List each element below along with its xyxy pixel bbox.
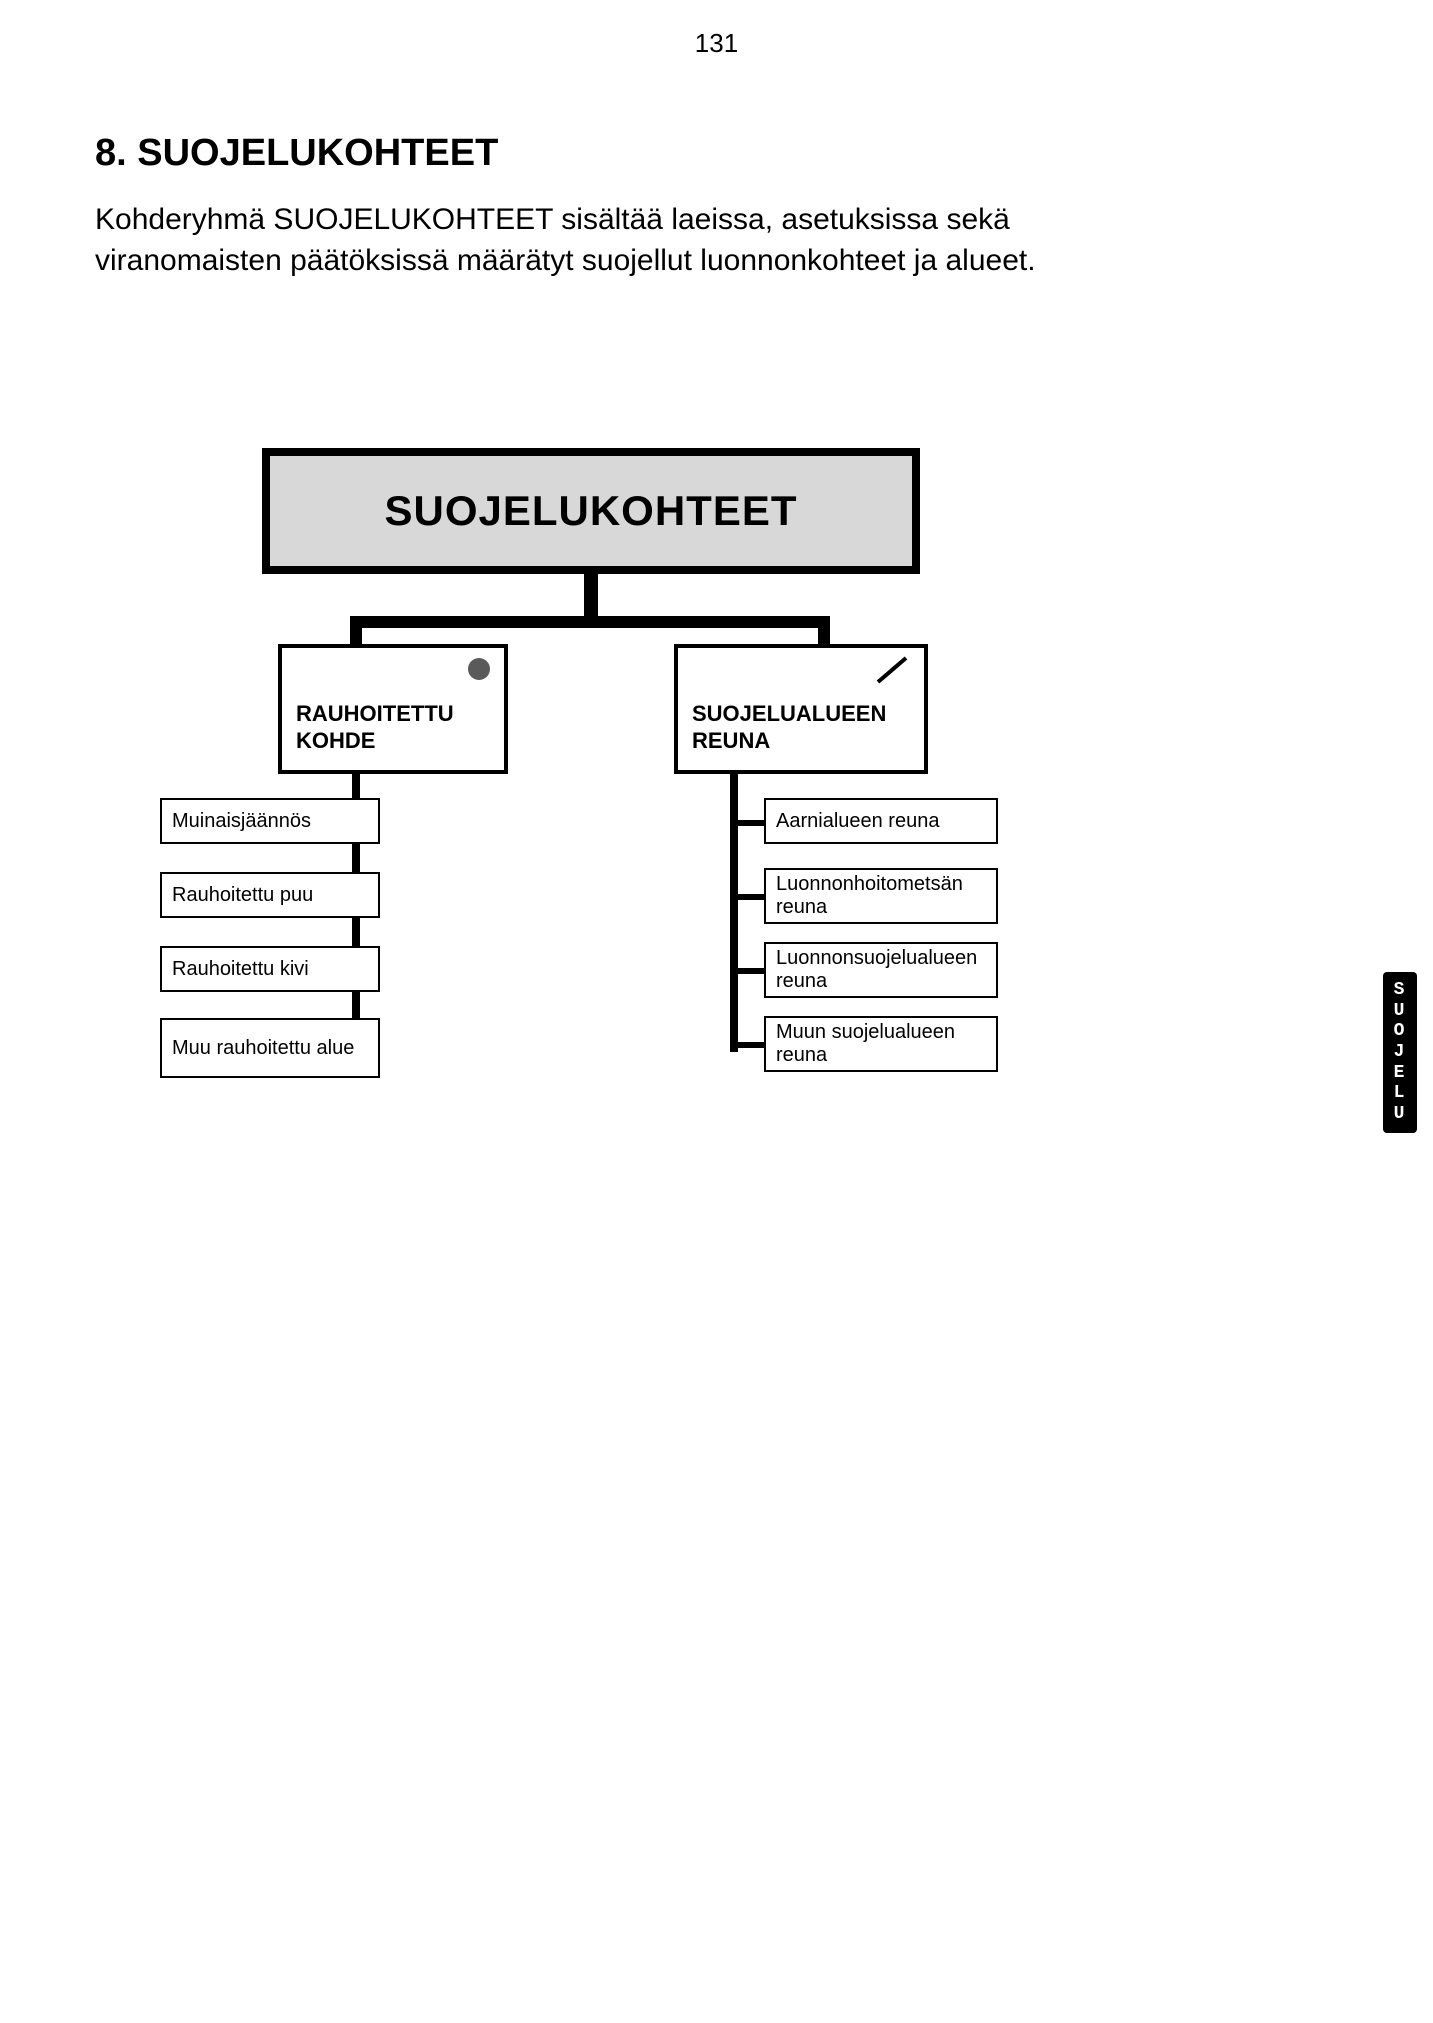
- side-tab-letter: O: [1383, 1021, 1417, 1042]
- diagram-leaf-box: Aarnialueen reuna: [764, 798, 998, 844]
- side-tab-letter: S: [1383, 980, 1417, 1001]
- diagram-leaf-box: Muun suojelualueen reuna: [764, 1016, 998, 1072]
- connector-line: [738, 968, 764, 974]
- side-tab-letter: L: [1383, 1083, 1417, 1104]
- section-heading: 8. SUOJELUKOHTEET: [95, 132, 498, 175]
- intro-paragraph: Kohderyhmä SUOJELUKOHTEET sisältää laeis…: [95, 200, 1175, 281]
- side-tab-letter: U: [1383, 1104, 1417, 1125]
- document-page: 131 8. SUOJELUKOHTEET Kohderyhmä SUOJELU…: [0, 0, 1433, 2023]
- diagram-child-box: RAUHOITETTUKOHDE: [278, 644, 508, 774]
- side-tab: SUOJELU: [1383, 972, 1417, 1133]
- diagram-leaf-box: Rauhoitettu kivi: [160, 946, 380, 992]
- connector-line: [738, 820, 764, 826]
- diagram-child-label: RAUHOITETTUKOHDE: [296, 701, 454, 754]
- diagram-leaf-box: Luonnonsuojelualueen reuna: [764, 942, 998, 998]
- connector-line: [584, 574, 598, 616]
- boundary-line-icon: [872, 654, 912, 686]
- connector-line: [730, 774, 738, 1052]
- diagram-leaf-box: Muinaisjäännös: [160, 798, 380, 844]
- diagram-child-label: SUOJELUALUEENREUNA: [692, 701, 886, 754]
- diagram-leaf-box: Muu rauhoitettu alue: [160, 1018, 380, 1078]
- page-number: 131: [0, 28, 1433, 59]
- diagram-root-box: SUOJELUKOHTEET: [262, 448, 920, 574]
- side-tab-letter: U: [1383, 1001, 1417, 1022]
- side-tab-letter: J: [1383, 1042, 1417, 1063]
- connector-line: [738, 894, 764, 900]
- diagram-root-label: SUOJELUKOHTEET: [384, 487, 797, 535]
- dot-icon: [468, 658, 490, 680]
- connector-line: [350, 616, 830, 628]
- diagram-leaf-box: Luonnonhoitometsän reuna: [764, 868, 998, 924]
- diagram-leaf-box: Rauhoitettu puu: [160, 872, 380, 918]
- connector-line: [738, 1042, 764, 1048]
- diagram-child-box: SUOJELUALUEENREUNA: [674, 644, 928, 774]
- side-tab-letter: E: [1383, 1063, 1417, 1084]
